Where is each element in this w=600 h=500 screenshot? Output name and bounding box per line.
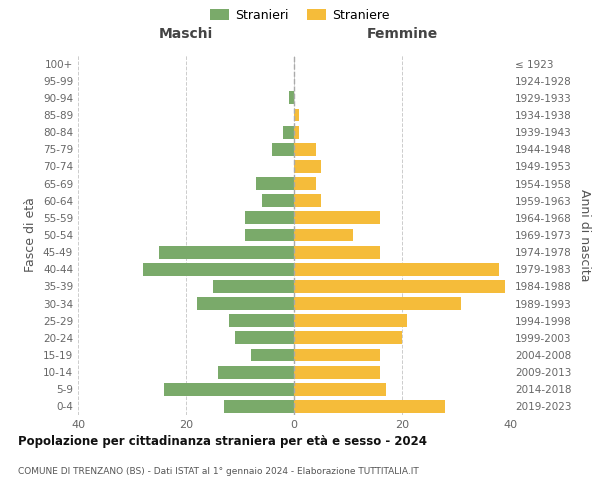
Bar [143, 263, 294, 276]
Bar [235, 332, 294, 344]
Text: Popolazione per cittadinanza straniera per età e sesso - 2024: Popolazione per cittadinanza straniera p… [18, 435, 427, 448]
Bar [256, 177, 294, 190]
Bar [294, 297, 461, 310]
Bar [262, 194, 294, 207]
Bar [294, 108, 299, 122]
Bar [294, 160, 321, 173]
Bar [229, 314, 294, 327]
Bar [294, 400, 445, 413]
Bar [213, 280, 294, 293]
Bar [251, 348, 294, 362]
Y-axis label: Anni di nascita: Anni di nascita [578, 188, 591, 281]
Bar [294, 314, 407, 327]
Bar [245, 228, 294, 241]
Text: Femmine: Femmine [367, 28, 437, 42]
Bar [294, 228, 353, 241]
Bar [294, 177, 316, 190]
Bar [289, 92, 294, 104]
Bar [218, 366, 294, 378]
Bar [294, 280, 505, 293]
Bar [294, 263, 499, 276]
Bar [164, 383, 294, 396]
Bar [245, 212, 294, 224]
Bar [294, 194, 321, 207]
Text: Maschi: Maschi [159, 28, 213, 42]
Y-axis label: Fasce di età: Fasce di età [25, 198, 37, 272]
Bar [224, 400, 294, 413]
Text: COMUNE DI TRENZANO (BS) - Dati ISTAT al 1° gennaio 2024 - Elaborazione TUTTITALI: COMUNE DI TRENZANO (BS) - Dati ISTAT al … [18, 468, 419, 476]
Bar [294, 126, 299, 138]
Bar [294, 348, 380, 362]
Bar [294, 383, 386, 396]
Bar [294, 332, 402, 344]
Bar [294, 366, 380, 378]
Bar [159, 246, 294, 258]
Bar [294, 212, 380, 224]
Bar [294, 246, 380, 258]
Bar [283, 126, 294, 138]
Bar [272, 143, 294, 156]
Bar [294, 143, 316, 156]
Legend: Stranieri, Straniere: Stranieri, Straniere [210, 8, 390, 22]
Bar [197, 297, 294, 310]
